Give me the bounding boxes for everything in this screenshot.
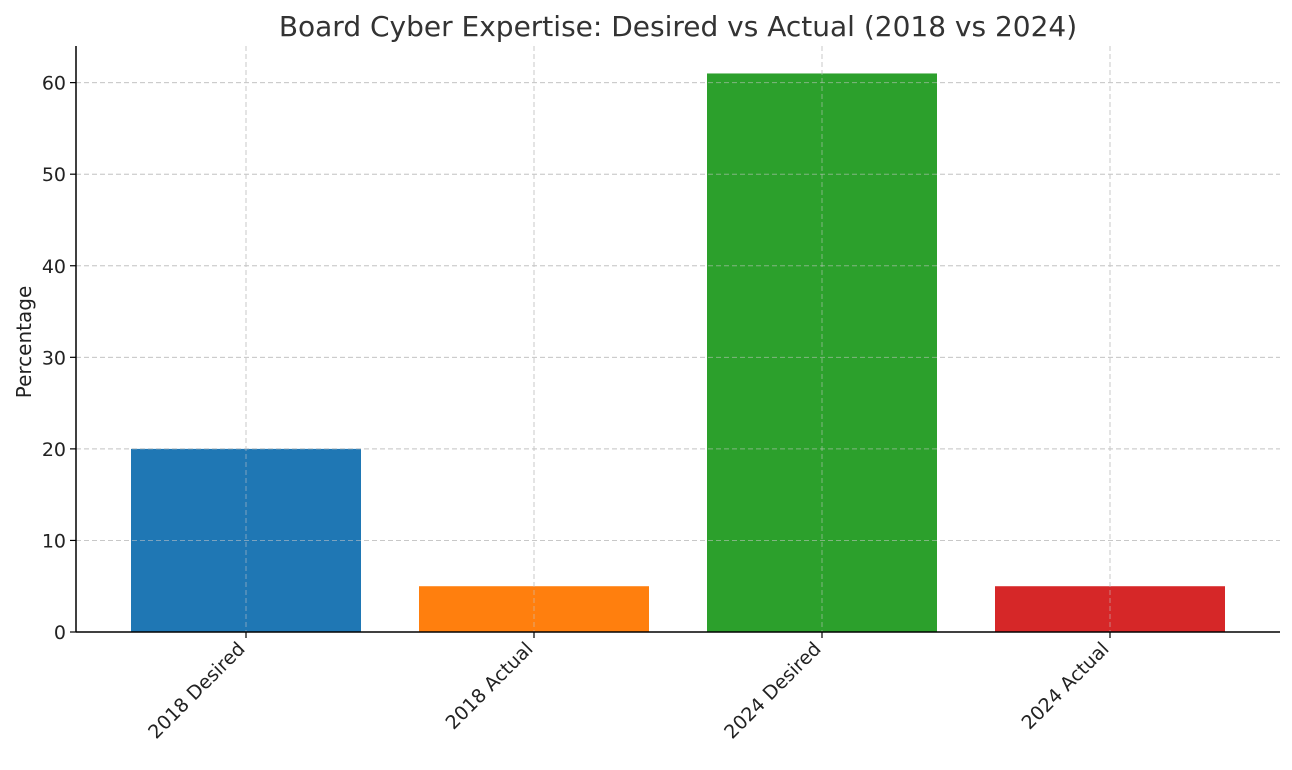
y-tick-label: 0: [54, 622, 66, 644]
x-tick-label: 2024 Desired: [720, 638, 825, 743]
y-tick-label: 20: [42, 439, 66, 461]
x-tick-label: 2018 Actual: [441, 638, 537, 734]
chart-title: Board Cyber Expertise: Desired vs Actual…: [279, 10, 1077, 43]
y-ticks: 0 10 20 30 40 50 60: [42, 73, 76, 644]
bars: [76, 46, 1280, 632]
x-ticks: 2018 Desired 2018 Actual 2024 Desired 2024 …: [144, 632, 1114, 743]
y-tick-label: 40: [42, 256, 66, 278]
x-tick-label: 2024 Actual: [1017, 638, 1113, 734]
y-tick-label: 30: [42, 347, 66, 369]
y-axis-label: Percentage: [12, 286, 36, 399]
y-tick-label: 60: [42, 73, 66, 95]
y-tick-label: 50: [42, 164, 66, 186]
y-tick-label: 10: [42, 530, 66, 552]
axes: [75, 46, 1280, 633]
x-tick-label: 2018 Desired: [144, 638, 249, 743]
